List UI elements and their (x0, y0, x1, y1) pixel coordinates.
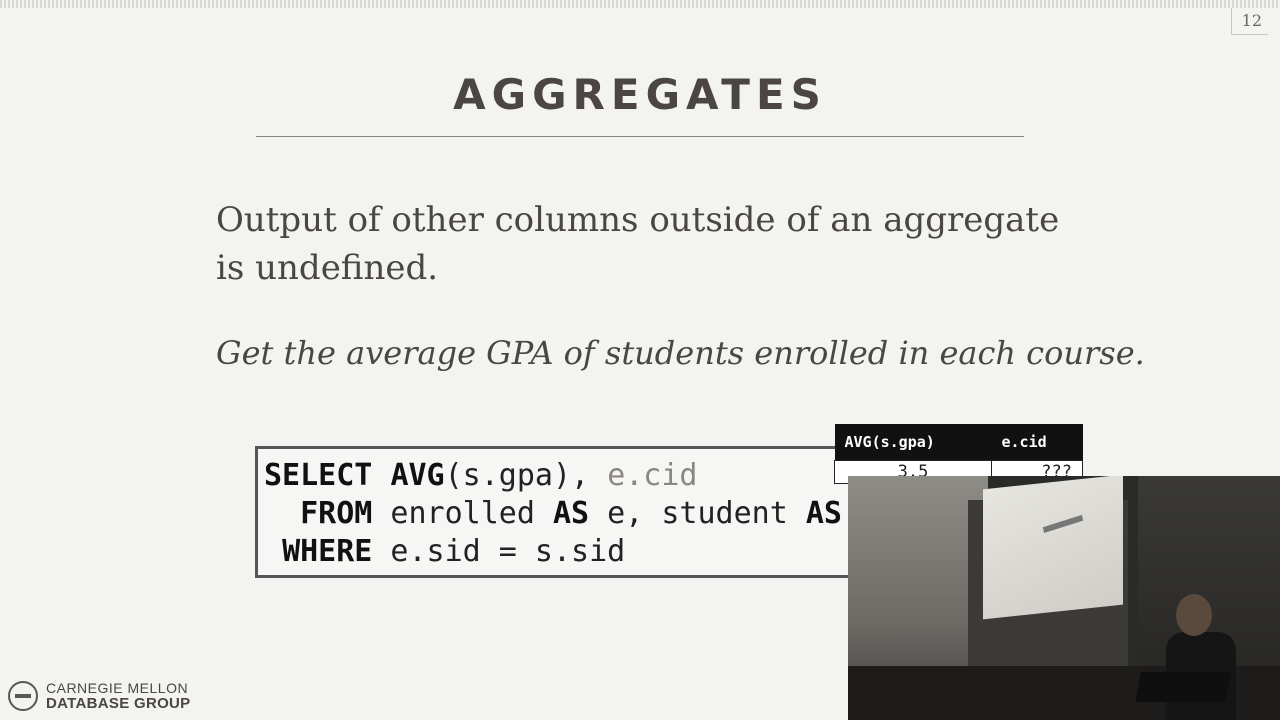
code-line-1: SELECT AVG(s.gpa), e.cid (264, 458, 698, 493)
code-where-rest: e.sid = s.sid (372, 534, 626, 569)
logo-line-2: DATABASE GROUP (46, 695, 191, 712)
kw-avg: AVG (390, 458, 445, 493)
code-line-2: FROM enrolled AS e, student AS (264, 496, 842, 531)
sql-code: SELECT AVG(s.gpa), e.cid FROM enrolled A… (264, 457, 842, 571)
example-question: Get the average GPA of students enrolled… (216, 334, 1145, 372)
kw-as-2: AS (805, 496, 842, 531)
kw-from: FROM (300, 496, 373, 531)
kw-select: SELECT (264, 458, 373, 493)
video-projector-screen (983, 476, 1123, 620)
kw-as-1: AS (553, 496, 590, 531)
code-avg-args: (s.gpa), (444, 458, 608, 493)
cmu-db-logo: CARNEGIE MELLON DATABASE GROUP (8, 680, 190, 712)
lecture-video-inset (848, 476, 1280, 720)
page-number: 12 (1230, 8, 1268, 35)
logo-line-1: CARNEGIE MELLON (46, 680, 189, 696)
result-table: AVG(s.gpa) e.cid 3.5 ??? (834, 424, 1083, 484)
code-line-3: WHERE e.sid = s.sid (264, 534, 625, 569)
kw-where: WHERE (282, 534, 373, 569)
sql-code-box: SELECT AVG(s.gpa), e.cid FROM enrolled A… (255, 446, 855, 578)
logo-mark-icon (8, 681, 38, 711)
video-person-head (1176, 594, 1212, 636)
body-text: Output of other columns outside of an ag… (216, 200, 1060, 288)
video-laptop (1135, 672, 1231, 702)
video-screen-text (1042, 514, 1084, 534)
code-from-mid2: e, student (589, 496, 806, 531)
title-divider (256, 136, 1024, 137)
result-header-cid: e.cid (991, 424, 1083, 461)
result-header-avg: AVG(s.gpa) (834, 424, 992, 461)
top-rule (0, 0, 1280, 8)
logo-text: CARNEGIE MELLON DATABASE GROUP (46, 680, 190, 712)
code-from-mid1: enrolled (372, 496, 553, 531)
code-ecid: e.cid (607, 458, 698, 493)
result-header-row: AVG(s.gpa) e.cid (834, 424, 1083, 461)
slide-title: AGGREGATES (453, 70, 827, 119)
